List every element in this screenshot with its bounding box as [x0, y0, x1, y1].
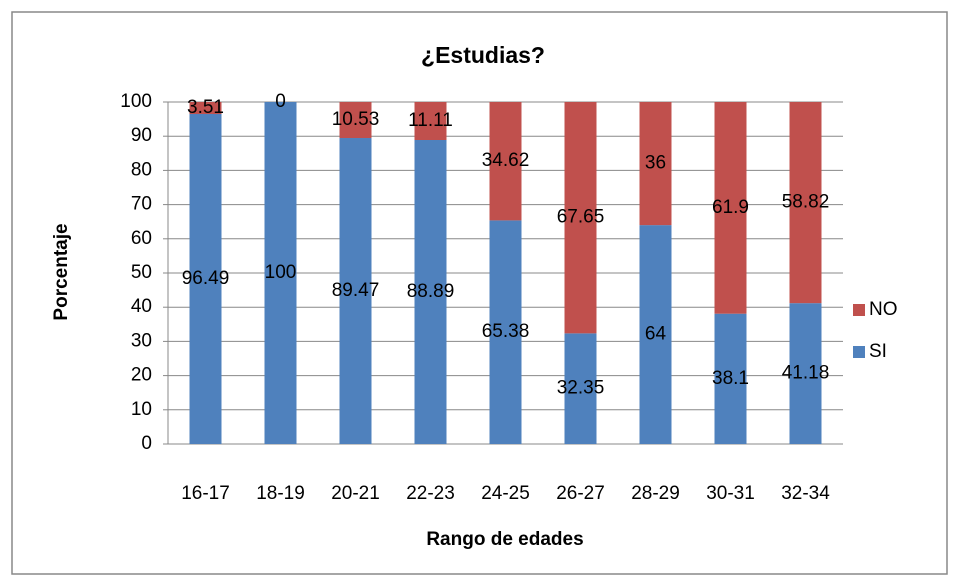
data-label: 41.18	[782, 363, 830, 384]
x-tick-label: 22-23	[406, 483, 455, 504]
data-label: 10.53	[332, 109, 380, 130]
y-tick-label: 0	[141, 433, 152, 454]
bar-segment	[264, 102, 297, 444]
x-tick-label: 16-17	[181, 483, 230, 504]
legend-label: NO	[869, 299, 898, 320]
bar-segment	[339, 102, 372, 139]
legend-swatch	[853, 304, 865, 316]
data-label: 0	[275, 91, 286, 112]
x-tick-label: 28-29	[631, 483, 680, 504]
bar-segment	[789, 303, 822, 444]
data-label: 38.1	[712, 368, 749, 389]
data-label: 64	[645, 324, 667, 345]
data-label: 89.47	[332, 280, 380, 301]
bar-segment	[639, 102, 672, 226]
bar-segment	[714, 313, 747, 444]
bar-segment	[564, 102, 597, 334]
data-label: 67.65	[557, 207, 605, 228]
bar-segment	[414, 102, 447, 140]
bar-segment	[414, 139, 447, 444]
y-tick-label: 40	[131, 296, 152, 317]
bar-segment	[639, 225, 672, 444]
x-tick-label: 32-34	[781, 483, 830, 504]
x-tick-label: 18-19	[256, 483, 305, 504]
chart-title: ¿Estudias?	[421, 42, 545, 68]
legend-label: SI	[869, 341, 887, 362]
data-label: 36	[645, 153, 666, 174]
y-tick-label: 90	[131, 125, 152, 146]
bar-segment	[339, 138, 372, 444]
y-tick-label: 70	[131, 194, 152, 215]
y-tick-label: 60	[131, 228, 152, 249]
data-label: 11.11	[408, 110, 453, 131]
data-label: 88.89	[407, 281, 455, 302]
bar-segment	[789, 102, 822, 304]
data-label: 58.82	[782, 192, 830, 213]
data-label: 3.51	[187, 97, 224, 118]
y-tick-label: 30	[131, 330, 152, 351]
x-tick-label: 26-27	[556, 483, 605, 504]
data-label: 65.38	[482, 321, 530, 342]
bar-segment	[489, 220, 522, 444]
data-label: 96.49	[182, 268, 230, 289]
data-label: 100	[265, 262, 297, 283]
bar-segment	[189, 102, 222, 115]
y-tick-label: 20	[131, 365, 152, 386]
data-label: 61.9	[712, 197, 749, 218]
bar-segment	[189, 114, 222, 444]
y-tick-label: 50	[131, 262, 152, 283]
x-tick-label: 20-21	[331, 483, 380, 504]
data-label: 32.35	[557, 378, 605, 399]
bar-segment	[489, 102, 522, 221]
bar-segment	[714, 102, 747, 314]
x-tick-label: 24-25	[481, 483, 530, 504]
data-label: 34.62	[482, 150, 530, 171]
y-tick-label: 10	[131, 399, 152, 420]
y-axis-label: Porcentaje	[51, 223, 72, 320]
legend-swatch	[853, 346, 865, 358]
y-tick-label: 80	[131, 159, 152, 180]
x-tick-label: 30-31	[706, 483, 755, 504]
x-axis-label: Rango de edades	[426, 529, 583, 550]
bar-segment	[564, 333, 597, 444]
y-tick-label: 100	[120, 91, 152, 112]
